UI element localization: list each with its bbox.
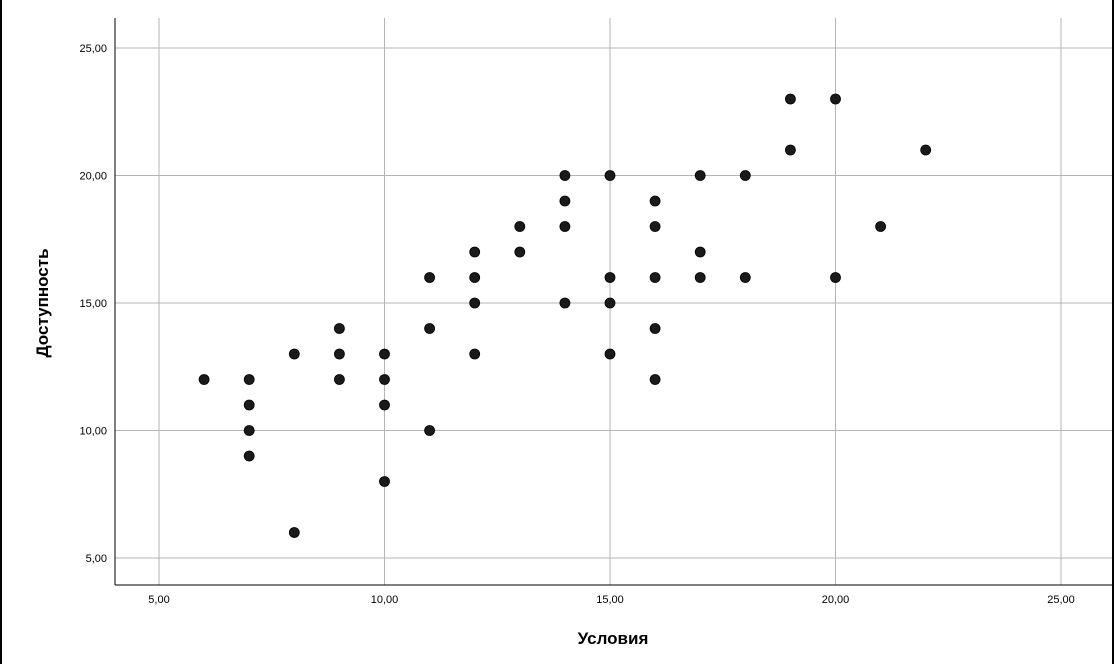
x-axis-title: Условия <box>578 629 649 648</box>
data-point <box>559 195 571 207</box>
data-point <box>559 297 571 309</box>
x-tick-label: 5,00 <box>148 594 169 606</box>
data-point <box>333 348 345 360</box>
data-point <box>469 246 481 258</box>
data-point <box>785 93 796 105</box>
data-point <box>649 374 661 385</box>
data-point <box>424 272 436 283</box>
data-point <box>920 144 932 156</box>
data-point <box>604 348 616 360</box>
data-point <box>649 272 661 283</box>
y-tick-label: 20,00 <box>79 171 107 183</box>
data-point <box>559 170 571 181</box>
x-tick-label: 10,00 <box>371 594 399 606</box>
data-point <box>514 246 526 258</box>
axes <box>114 18 1112 586</box>
y-tick-label: 25,00 <box>79 43 107 55</box>
data-point <box>604 170 616 181</box>
data-point <box>785 144 796 156</box>
x-tick-label: 25,00 <box>1047 594 1075 606</box>
data-point <box>830 272 841 283</box>
data-point <box>379 348 390 360</box>
data-point <box>649 221 661 232</box>
data-point <box>469 272 481 283</box>
data-point <box>288 527 300 538</box>
data-point <box>739 272 751 283</box>
data-point <box>514 221 526 232</box>
data-point <box>559 221 571 232</box>
data-point <box>604 297 616 309</box>
data-point <box>379 374 390 385</box>
y-tick-label: 10,00 <box>79 426 107 438</box>
y-tick-label: 15,00 <box>79 298 107 310</box>
data-point <box>649 323 661 334</box>
data-point <box>333 323 345 334</box>
data-point <box>288 348 300 360</box>
data-point <box>830 93 841 105</box>
data-point <box>694 246 706 258</box>
y-tick-label: 5,00 <box>86 553 107 565</box>
data-point <box>694 272 706 283</box>
grid-lines <box>115 18 1112 585</box>
data-point <box>739 170 751 181</box>
data-point <box>379 476 390 487</box>
data-point <box>379 399 390 411</box>
data-point <box>243 374 255 385</box>
data-point <box>649 195 661 207</box>
data-point <box>424 425 436 436</box>
data-point <box>243 399 255 411</box>
tick-labels: 5,00 10,00 15,00 20,00 25,00 5,00 10,00 15,00 20… <box>79 43 1074 606</box>
data-point <box>198 374 210 385</box>
data-points <box>198 93 932 538</box>
data-point <box>604 272 616 283</box>
data-point <box>469 348 481 360</box>
data-point <box>333 374 345 385</box>
data-point <box>875 221 886 232</box>
data-point <box>243 425 255 436</box>
x-tick-label: 20,00 <box>822 594 850 606</box>
data-point <box>469 297 481 309</box>
data-point <box>694 170 706 181</box>
x-tick-label: 15,00 <box>596 594 624 606</box>
data-point <box>424 323 436 334</box>
data-point <box>243 450 255 462</box>
y-axis-title: Доступность <box>33 248 52 357</box>
